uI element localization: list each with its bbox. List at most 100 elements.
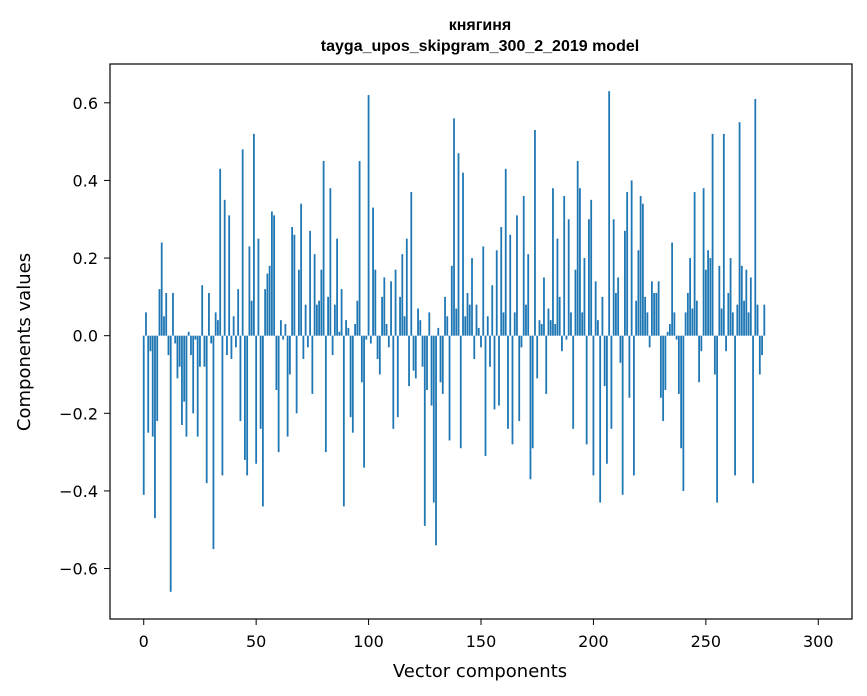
bar-61 <box>279 320 282 336</box>
bar-26 <box>201 285 204 336</box>
bar-88 <box>340 289 343 336</box>
y-tick-label: 0.4 <box>73 171 98 190</box>
bar-42 <box>237 289 240 336</box>
chart-subtitle: tayga_upos_skipgram_300_2_2019 model <box>321 38 639 55</box>
bar-262 <box>731 312 734 336</box>
y-tick-label: 0.0 <box>73 327 98 346</box>
bar-29 <box>208 292 210 336</box>
bar-238 <box>677 335 680 394</box>
bar-210 <box>615 292 617 336</box>
bar-228 <box>655 292 658 336</box>
bar-5 <box>154 335 156 519</box>
bar-194 <box>579 188 581 336</box>
y-axis-label: Components values <box>14 253 35 431</box>
bar-207 <box>608 91 611 336</box>
bar-166 <box>516 215 518 336</box>
bar-268 <box>745 269 748 336</box>
bar-171 <box>527 254 530 336</box>
bar-34 <box>219 168 222 336</box>
x-axis-ticks: 0 50 100 150 200 250 300 <box>139 619 834 651</box>
bar-123 <box>419 320 422 336</box>
x-tick-label: 250 <box>691 632 722 651</box>
bar-173 <box>531 335 534 449</box>
bar-222 <box>641 203 644 336</box>
bar-44 <box>241 149 244 336</box>
bar-254 <box>713 335 716 375</box>
bar-89 <box>342 335 345 507</box>
bar-122 <box>417 308 419 336</box>
bar-133 <box>441 335 444 394</box>
bar-58 <box>273 215 276 336</box>
bar-48 <box>250 300 253 336</box>
bar-70 <box>300 203 303 336</box>
bar-266 <box>740 265 743 336</box>
chart-title: княгиня <box>449 17 512 34</box>
bar-224 <box>646 312 649 336</box>
bar-101 <box>369 335 372 344</box>
bar-47 <box>248 246 251 336</box>
bar-36 <box>223 199 226 336</box>
bar-60 <box>277 335 280 453</box>
bar-112 <box>394 269 397 336</box>
bar-244 <box>691 308 694 336</box>
bar-37 <box>226 335 228 356</box>
bar-146 <box>471 258 473 336</box>
y-tick-label: −0.4 <box>59 482 98 501</box>
bar-119 <box>410 192 413 336</box>
bar-90 <box>345 320 347 336</box>
bar-107 <box>383 277 386 336</box>
bar-66 <box>291 227 294 336</box>
bar-163 <box>509 234 512 336</box>
bar-83 <box>329 188 332 336</box>
bar-249 <box>702 188 705 336</box>
bar-8 <box>160 242 163 336</box>
bar-203 <box>599 335 602 503</box>
bar-208 <box>610 335 613 429</box>
bar-127 <box>428 312 431 336</box>
bar-86 <box>336 238 338 336</box>
bar-43 <box>239 335 242 422</box>
bar-169 <box>522 195 525 336</box>
bar-260 <box>727 292 730 336</box>
bar-14 <box>174 335 177 344</box>
bar-10 <box>165 292 168 336</box>
bar-138 <box>453 118 455 336</box>
bar-35 <box>221 335 224 476</box>
bar-182 <box>552 188 554 336</box>
bar-215 <box>626 192 629 336</box>
bar-154 <box>489 335 491 367</box>
bar-71 <box>302 335 305 359</box>
bar-151 <box>482 246 485 336</box>
bar-259 <box>725 335 727 352</box>
bar-245 <box>693 192 696 336</box>
bar-132 <box>439 335 442 383</box>
bar-188 <box>565 335 568 340</box>
bar-9 <box>163 316 165 336</box>
bar-45 <box>244 335 246 460</box>
bar-55 <box>266 273 269 336</box>
bar-159 <box>500 227 503 336</box>
bar-27 <box>203 335 206 367</box>
bar-38 <box>228 215 231 336</box>
bar-52 <box>259 335 262 429</box>
bar-79 <box>320 269 323 336</box>
bar-3 <box>149 335 152 352</box>
bar-174 <box>534 129 536 336</box>
bar-184 <box>556 238 559 336</box>
bar-234 <box>668 324 671 336</box>
bar-65 <box>288 335 291 375</box>
bar-242 <box>686 292 689 336</box>
bar-91 <box>347 327 350 336</box>
bar-230 <box>659 335 662 398</box>
bar-28 <box>205 335 208 484</box>
bar-195 <box>581 312 584 336</box>
bar-256 <box>718 265 721 336</box>
bar-267 <box>743 300 745 336</box>
bar-134 <box>444 296 446 336</box>
bar-64 <box>286 335 289 437</box>
bar-153 <box>486 316 489 336</box>
x-tick-label: 300 <box>803 632 834 651</box>
bar-235 <box>671 242 674 336</box>
bar-156 <box>493 335 496 410</box>
bar-161 <box>504 168 507 336</box>
